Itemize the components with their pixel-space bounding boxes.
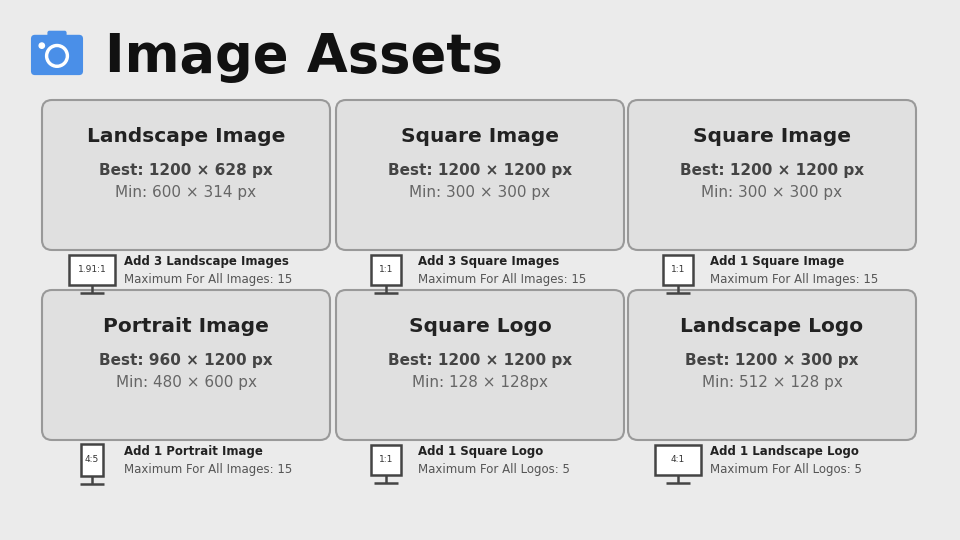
- FancyBboxPatch shape: [81, 444, 103, 476]
- Text: Min: 512 × 128 px: Min: 512 × 128 px: [702, 375, 843, 389]
- Text: Min: 128 × 128px: Min: 128 × 128px: [412, 375, 548, 389]
- Text: Add 3 Landscape Images: Add 3 Landscape Images: [124, 255, 289, 268]
- Text: Square Image: Square Image: [693, 126, 851, 145]
- FancyBboxPatch shape: [69, 255, 115, 285]
- Text: Portrait Image: Portrait Image: [103, 316, 269, 335]
- FancyBboxPatch shape: [655, 445, 701, 475]
- Text: Best: 1200 × 1200 px: Best: 1200 × 1200 px: [680, 163, 864, 178]
- Text: Maximum For All Logos: 5: Maximum For All Logos: 5: [710, 462, 862, 476]
- FancyBboxPatch shape: [663, 255, 693, 285]
- Text: Maximum For All Images: 15: Maximum For All Images: 15: [710, 273, 878, 286]
- Text: Best: 960 × 1200 px: Best: 960 × 1200 px: [99, 353, 273, 368]
- Text: 1:1: 1:1: [379, 266, 394, 274]
- Text: Best: 1200 × 628 px: Best: 1200 × 628 px: [99, 163, 273, 178]
- Text: 1.91:1: 1.91:1: [78, 266, 107, 274]
- Text: Min: 480 × 600 px: Min: 480 × 600 px: [115, 375, 256, 389]
- FancyBboxPatch shape: [42, 290, 330, 440]
- Text: Image Assets: Image Assets: [105, 31, 503, 83]
- Text: Min: 600 × 314 px: Min: 600 × 314 px: [115, 185, 256, 199]
- Text: Landscape Logo: Landscape Logo: [681, 316, 864, 335]
- Text: 4:5: 4:5: [84, 456, 99, 464]
- Text: 1:1: 1:1: [671, 266, 685, 274]
- Text: Best: 1200 × 1200 px: Best: 1200 × 1200 px: [388, 353, 572, 368]
- Text: Maximum For All Images: 15: Maximum For All Images: 15: [124, 273, 292, 286]
- FancyBboxPatch shape: [336, 100, 624, 250]
- Circle shape: [39, 43, 44, 48]
- Text: Min: 300 × 300 px: Min: 300 × 300 px: [409, 185, 551, 199]
- Circle shape: [46, 44, 68, 68]
- FancyBboxPatch shape: [42, 100, 330, 250]
- FancyBboxPatch shape: [31, 35, 83, 75]
- Text: Add 1 Square Image: Add 1 Square Image: [710, 255, 844, 268]
- Text: Maximum For All Images: 15: Maximum For All Images: 15: [418, 273, 587, 286]
- FancyBboxPatch shape: [371, 255, 401, 285]
- Text: Best: 1200 × 300 px: Best: 1200 × 300 px: [685, 353, 859, 368]
- Text: Maximum For All Images: 15: Maximum For All Images: 15: [124, 462, 292, 476]
- FancyBboxPatch shape: [47, 31, 66, 42]
- Text: Add 1 Landscape Logo: Add 1 Landscape Logo: [710, 446, 859, 458]
- Text: Landscape Image: Landscape Image: [86, 126, 285, 145]
- FancyBboxPatch shape: [371, 445, 401, 475]
- Text: Add 3 Square Images: Add 3 Square Images: [418, 255, 560, 268]
- Text: Square Image: Square Image: [401, 126, 559, 145]
- FancyBboxPatch shape: [628, 290, 916, 440]
- FancyBboxPatch shape: [628, 100, 916, 250]
- Text: Best: 1200 × 1200 px: Best: 1200 × 1200 px: [388, 163, 572, 178]
- FancyBboxPatch shape: [336, 290, 624, 440]
- Text: Add 1 Portrait Image: Add 1 Portrait Image: [124, 446, 263, 458]
- Text: Square Logo: Square Logo: [409, 316, 551, 335]
- Text: Min: 300 × 300 px: Min: 300 × 300 px: [702, 185, 843, 199]
- Text: 1:1: 1:1: [379, 456, 394, 464]
- Circle shape: [49, 48, 65, 64]
- Text: Maximum For All Logos: 5: Maximum For All Logos: 5: [418, 462, 570, 476]
- Text: 4:1: 4:1: [671, 456, 685, 464]
- Text: Add 1 Square Logo: Add 1 Square Logo: [418, 446, 543, 458]
